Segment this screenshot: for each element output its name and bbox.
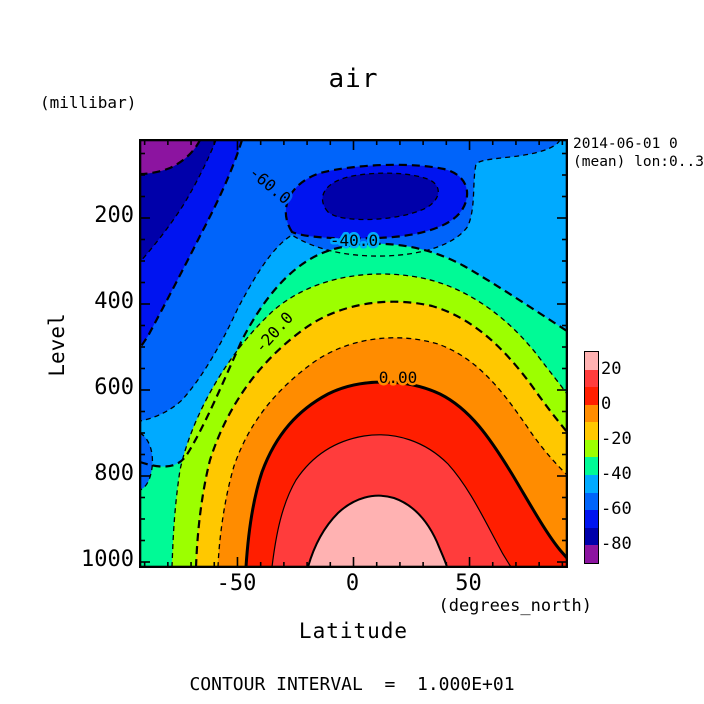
contour-line-minus80: [139, 139, 201, 176]
contour-line-minus30: [171, 273, 568, 568]
meta-date-line: 2014-06-01 0: [573, 136, 678, 152]
colorbar-segment: [585, 439, 598, 458]
contour-line-zero: [244, 380, 568, 568]
contour-line-minus50: [139, 139, 561, 422]
footer-contour-interval: CONTOUR INTERVAL = 1.000E+01: [189, 674, 515, 695]
x-axis-unit: (degrees_north): [438, 596, 592, 616]
contour-line-minus40: [139, 242, 568, 468]
contour-line-minus60-wedge: [139, 139, 244, 349]
colorbar-segment: [585, 475, 598, 493]
colorbar-segment: [585, 422, 598, 440]
x-tick-label: 0: [345, 571, 360, 596]
chart-title: air: [328, 64, 379, 94]
contour-line-plus20: [307, 494, 448, 568]
colorbar-label: -20: [601, 428, 632, 449]
colorbar-segment: [585, 510, 598, 528]
meta-mean-line: (mean) lon:0..3: [573, 154, 703, 170]
contour-line-minus70-wedge: [139, 139, 217, 263]
contour-line-minus70-blob: [322, 172, 439, 221]
contour-line-minus10: [217, 337, 568, 568]
colorbar-segment: [585, 352, 598, 370]
colorbar: [584, 351, 599, 564]
colorbar-segment: [585, 545, 598, 563]
contour-label-minus40: -40.0: [330, 231, 378, 250]
contour-line-pocket: [139, 432, 154, 491]
x-tick-label: -50: [216, 571, 257, 596]
contour-line-minus60-blob: [284, 163, 469, 240]
colorbar-label: -80: [601, 534, 632, 555]
region-pink: [308, 495, 447, 567]
region-purple-corner: [140, 140, 200, 174]
y-tick-label: 800: [94, 461, 134, 486]
contour-line-minus20: [194, 300, 568, 568]
x-tick-label: 50: [455, 571, 482, 596]
y-tick-label: 600: [94, 375, 134, 400]
x-axis-title: Latitude: [298, 619, 409, 643]
colorbar-segment: [585, 369, 598, 388]
contour-label-zero: 0.00: [379, 368, 418, 387]
colorbar-segment: [585, 404, 598, 423]
colorbar-label: 0: [601, 393, 612, 414]
y-tick-label: 1000: [81, 547, 134, 572]
meta-block: 2014-06-01 0 (mean) lon:0..3: [573, 135, 703, 171]
colorbar-segment: [585, 457, 598, 476]
plot-border: [139, 139, 568, 568]
y-tick-label: 200: [94, 203, 134, 228]
contour-line-plus10: [271, 434, 512, 568]
y-tick-label: 400: [94, 289, 134, 314]
y-axis-title: Level: [45, 313, 69, 377]
region-navy-blob: [322, 173, 439, 220]
colorbar-segment: [585, 527, 598, 546]
y-axis-unit: (millibar): [40, 93, 137, 112]
colorbar-label: 20: [601, 358, 622, 379]
colorbar-label: -60: [601, 499, 632, 520]
contour-plot: -60.0 -40.0 -20.0 0.00: [139, 139, 568, 568]
colorbar-segment: [585, 492, 598, 511]
colorbar-segment: [585, 387, 598, 405]
colorbar-label: -40: [601, 464, 632, 485]
